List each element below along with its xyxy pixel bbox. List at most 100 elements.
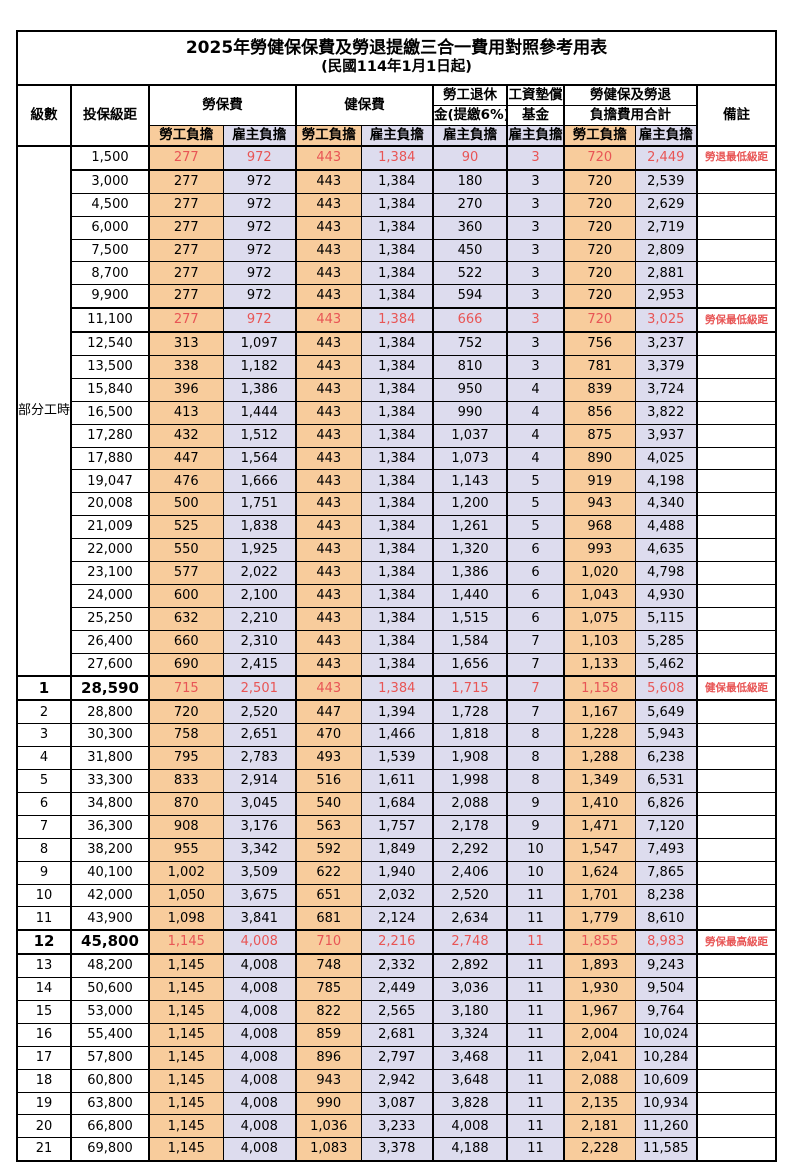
total-employer-cell: 2,809	[634, 238, 698, 263]
wage-fund-employer-cell: 10	[506, 860, 565, 885]
total-employer-cell: 2,719	[634, 215, 698, 240]
health-employee-cell: 443	[295, 377, 362, 402]
pension-employer-cell: 4,008	[432, 1114, 508, 1139]
health-employee-cell: 651	[295, 883, 362, 908]
total-employee-cell: 943	[563, 492, 636, 517]
labor-employer-cell: 2,520	[222, 699, 297, 725]
labor-employer-cell: 3,509	[222, 860, 297, 885]
health-employee-cell: 443	[295, 446, 362, 471]
header-wage-fund-employer: 雇主負擔	[506, 125, 565, 147]
total-employee-cell: 2,041	[563, 1045, 636, 1070]
labor-employee-cell: 690	[148, 652, 224, 677]
level-cell: 16	[16, 1022, 72, 1047]
health-employer-cell: 3,378	[360, 1137, 434, 1162]
health-employee-cell: 859	[295, 1022, 362, 1047]
pension-employer-cell: 4,188	[432, 1137, 508, 1162]
labor-employee-cell: 550	[148, 538, 224, 563]
health-employee-cell: 563	[295, 814, 362, 839]
table-row: 16,500 413 1,444 443 1,384 990 4 856 3,822	[17, 400, 777, 425]
bracket-cell: 11,100	[70, 307, 150, 334]
note-cell	[696, 953, 777, 979]
note-cell: 健保最低級距	[696, 675, 777, 702]
wage-fund-employer-cell: 3	[506, 145, 565, 171]
wage-fund-employer-cell: 7	[506, 629, 565, 654]
health-employee-cell: 443	[295, 355, 362, 379]
labor-employee-cell: 870	[148, 791, 224, 816]
bracket-cell: 9,900	[70, 284, 150, 309]
pension-employer-cell: 180	[432, 169, 508, 194]
total-employee-cell: 1,410	[563, 791, 636, 816]
health-employee-cell: 443	[295, 284, 362, 309]
table-row: 16 55,400 1,145 4,008 859 2,681 3,324 11 2,004 10…	[16, 1022, 777, 1047]
health-employee-cell: 443	[295, 675, 362, 702]
labor-employer-cell: 972	[222, 284, 297, 309]
bracket-cell: 55,400	[70, 1022, 150, 1047]
health-employee-cell: 443	[295, 629, 362, 654]
health-employee-cell: 443	[295, 400, 362, 425]
total-employee-cell: 720	[563, 307, 636, 334]
total-employee-cell: 720	[563, 238, 636, 263]
bracket-cell: 57,800	[70, 1045, 150, 1070]
total-employee-cell: 720	[563, 145, 636, 171]
bracket-cell: 28,800	[70, 699, 150, 725]
note-cell	[696, 746, 777, 771]
total-employee-cell: 1,547	[563, 837, 636, 862]
table-row: 12 45,800 1,145 4,008 710 2,216 2,748 11 1,855 8,…	[16, 929, 777, 956]
table-row: 2 28,800 720 2,520 447 1,394 1,728 7 1,167 5,649	[16, 699, 777, 725]
labor-employer-cell: 1,564	[222, 446, 297, 471]
pension-employer-cell: 522	[432, 261, 508, 286]
table-row: 8 38,200 955 3,342 592 1,849 2,292 10 1,547 7,493	[16, 837, 777, 862]
labor-employer-cell: 2,100	[222, 583, 297, 608]
labor-employee-cell: 955	[148, 837, 224, 862]
pension-employer-cell: 3,828	[432, 1091, 508, 1116]
header-pension-line1: 勞工退休	[432, 84, 508, 106]
health-employee-cell: 822	[295, 999, 362, 1024]
total-employee-cell: 993	[563, 538, 636, 563]
health-employer-cell: 2,942	[360, 1068, 434, 1093]
labor-employer-cell: 2,914	[222, 769, 297, 793]
total-employer-cell: 8,610	[634, 906, 698, 931]
note-cell	[696, 377, 777, 402]
total-employee-cell: 756	[563, 331, 636, 357]
labor-employee-cell: 1,145	[148, 1091, 224, 1116]
note-cell	[696, 1068, 777, 1093]
health-employer-cell: 1,384	[360, 538, 434, 563]
health-employee-cell: 443	[295, 538, 362, 563]
wage-fund-employer-cell: 11	[506, 929, 565, 956]
labor-employee-cell: 758	[148, 723, 224, 748]
wage-fund-employer-cell: 7	[506, 699, 565, 725]
pension-employer-cell: 1,261	[432, 515, 508, 540]
health-employer-cell: 1,384	[360, 261, 434, 286]
health-employee-cell: 896	[295, 1045, 362, 1070]
wage-fund-employer-cell: 3	[506, 169, 565, 194]
bracket-cell: 27,600	[70, 652, 150, 677]
health-employer-cell: 1,394	[360, 699, 434, 725]
note-cell	[696, 906, 777, 931]
note-cell	[696, 355, 777, 379]
labor-employer-cell: 4,008	[222, 999, 297, 1024]
pension-employer-cell: 752	[432, 331, 508, 357]
table-row: 19,047 476 1,666 443 1,384 1,143 5 919 4,198	[17, 469, 777, 494]
health-employer-cell: 1,757	[360, 814, 434, 839]
bracket-cell: 19,047	[70, 469, 150, 494]
pension-employer-cell: 1,440	[432, 583, 508, 608]
table-row: 25,250 632 2,210 443 1,384 1,515 6 1,075 5,115	[17, 606, 777, 631]
labor-employee-cell: 1,145	[148, 977, 224, 1001]
table-row: 12,540 313 1,097 443 1,384 752 3 756 3,237	[17, 331, 777, 357]
level-cell: 17	[16, 1045, 72, 1070]
level-cell: 20	[16, 1114, 72, 1139]
note-cell	[696, 561, 777, 585]
pension-employer-cell: 1,728	[432, 699, 508, 725]
labor-employer-cell: 4,008	[222, 1022, 297, 1047]
total-employer-cell: 9,764	[634, 999, 698, 1024]
table-row: 19 63,800 1,145 4,008 990 3,087 3,828 11 2,135 10…	[16, 1091, 777, 1116]
table-row: 6 34,800 870 3,045 540 1,684 2,088 9 1,410 6,826	[16, 791, 777, 816]
bracket-cell: 34,800	[70, 791, 150, 816]
labor-employer-cell: 4,008	[222, 1137, 297, 1162]
note-cell	[696, 999, 777, 1024]
pension-employer-cell: 1,143	[432, 469, 508, 494]
health-employer-cell: 1,940	[360, 860, 434, 885]
note-cell	[696, 515, 777, 540]
health-employee-cell: 943	[295, 1068, 362, 1093]
total-employer-cell: 10,284	[634, 1045, 698, 1070]
